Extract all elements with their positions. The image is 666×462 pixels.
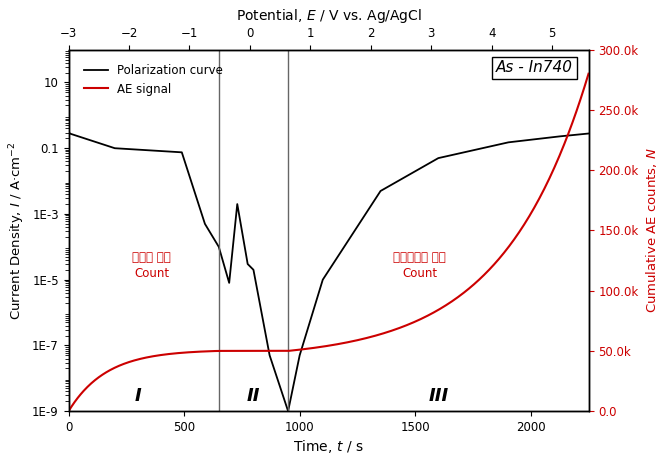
- Polarization curve: [250, 267, 258, 273]
- AE signal: [306, 346, 314, 351]
- Line: AE signal: AE signal: [69, 74, 589, 411]
- AE signal: [535, 196, 543, 201]
- AE signal: [451, 297, 459, 302]
- Text: II: II: [246, 387, 260, 405]
- Text: Count: Count: [135, 267, 169, 280]
- Y-axis label: Cumulative AE counts, $N$: Cumulative AE counts, $N$: [644, 147, 659, 313]
- Text: III: III: [428, 387, 448, 405]
- Text: As - In740: As - In740: [496, 61, 573, 75]
- X-axis label: Time, $t$ / s: Time, $t$ / s: [293, 438, 364, 455]
- Text: 표면부식에 의한: 표면부식에 의한: [394, 251, 446, 264]
- AE signal: [585, 71, 593, 77]
- AE signal: [177, 350, 185, 356]
- Line: Polarization curve: Polarization curve: [69, 130, 589, 411]
- Text: Count: Count: [402, 267, 438, 280]
- Polarization curve: [282, 404, 290, 410]
- AE signal: [65, 408, 73, 414]
- Polarization curve: [284, 408, 292, 414]
- Polarization curve: [585, 131, 593, 136]
- X-axis label: Potential, $E$ / V vs. Ag/AgCl: Potential, $E$ / V vs. Ag/AgCl: [236, 7, 422, 25]
- Polarization curve: [84, 137, 92, 142]
- AE signal: [127, 359, 135, 364]
- Y-axis label: Current Density, $I$ / A·cm$^{-2}$: Current Density, $I$ / A·cm$^{-2}$: [7, 141, 27, 320]
- Polarization curve: [224, 277, 232, 283]
- Polarization curve: [204, 226, 212, 231]
- AE signal: [542, 182, 550, 188]
- Text: 수소에 의한: 수소에 의한: [133, 251, 171, 264]
- Legend: Polarization curve, AE signal: Polarization curve, AE signal: [80, 59, 228, 100]
- Polarization curve: [65, 128, 73, 133]
- Text: I: I: [135, 387, 141, 405]
- Polarization curve: [284, 408, 292, 414]
